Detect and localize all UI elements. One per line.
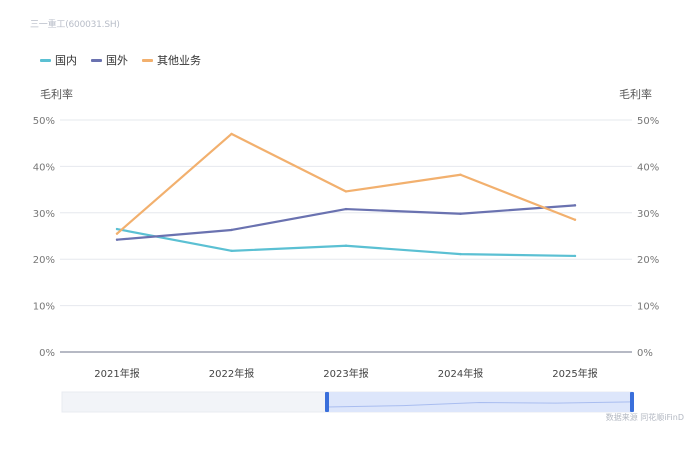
slider-handle-right[interactable] (630, 392, 634, 412)
data-point-overseas (573, 204, 577, 207)
data-point-domestic (344, 244, 348, 247)
data-credit: 数据来源 同花顺iFinD (605, 413, 684, 422)
legend: 国内 国外 其他业务 (40, 52, 201, 68)
x-tick-label: 2025年报 (552, 367, 597, 380)
y-tick-label-left: 40% (33, 162, 55, 173)
y-tick-label-right: 50% (637, 116, 659, 127)
data-point-overseas (115, 238, 119, 241)
y-tick-label-left: 30% (33, 209, 55, 220)
series-line-overseas (115, 204, 577, 241)
legend-swatch-overseas (91, 58, 102, 62)
y-tick-label-right: 30% (637, 209, 659, 220)
legend-item-domestic[interactable]: 国内 (40, 52, 77, 68)
y-tick-label-left: 20% (33, 255, 55, 266)
data-point-other (459, 173, 462, 176)
zoom-slider (61, 391, 634, 413)
data-point-other (344, 190, 348, 193)
grid-layer (60, 119, 632, 307)
x-tick-label: 2023年报 (323, 367, 368, 380)
x-tick-label: 2024年报 (438, 367, 483, 380)
data-point-overseas (344, 207, 348, 211)
y-axis-title-right: 毛利率 (619, 88, 652, 101)
data-point-other (573, 218, 577, 221)
slider-handle-left[interactable] (325, 392, 329, 412)
data-point-domestic (459, 252, 462, 256)
y-tick-label-left: 10% (33, 302, 55, 313)
legend-label-overseas: 国外 (106, 54, 128, 67)
series-line-other (115, 132, 577, 235)
y-tick-label-right: 20% (637, 255, 659, 266)
y-tick-label-left: 50% (33, 116, 55, 127)
y-tick-label-left: 0% (39, 348, 55, 359)
x-tick-label: 2021年报 (94, 367, 139, 380)
data-point-domestic (230, 249, 233, 253)
y-axis-title-left: 毛利率 (40, 88, 73, 101)
legend-swatch-other (142, 58, 153, 62)
data-point-domestic (573, 254, 577, 258)
legend-label-other: 其他业务 (157, 54, 201, 67)
data-point-other (230, 132, 233, 136)
data-point-overseas (459, 212, 462, 215)
legend-label-domestic: 国内 (55, 54, 77, 67)
data-point-overseas (230, 228, 233, 232)
legend-swatch-domestic (40, 58, 51, 62)
legend-item-overseas[interactable]: 国外 (91, 52, 128, 68)
stock-source-tag: 三一重工(600031.SH) (30, 20, 120, 30)
data-point-other (115, 232, 119, 235)
y-tick-label-right: 40% (637, 162, 659, 173)
legend-item-other[interactable]: 其他业务 (142, 52, 201, 68)
y-tick-label-right: 10% (637, 302, 659, 313)
axis-layer: 0% 0% 10% 10% 20% 20% 30% 30% 40% 40% 50% 50% 2021年报… (33, 116, 659, 380)
series-layer (115, 132, 577, 258)
slider-overview-line (326, 401, 633, 408)
y-tick-label-right: 0% (637, 348, 653, 359)
data-point-domestic (115, 227, 119, 231)
x-tick-label: 2022年报 (209, 367, 254, 380)
